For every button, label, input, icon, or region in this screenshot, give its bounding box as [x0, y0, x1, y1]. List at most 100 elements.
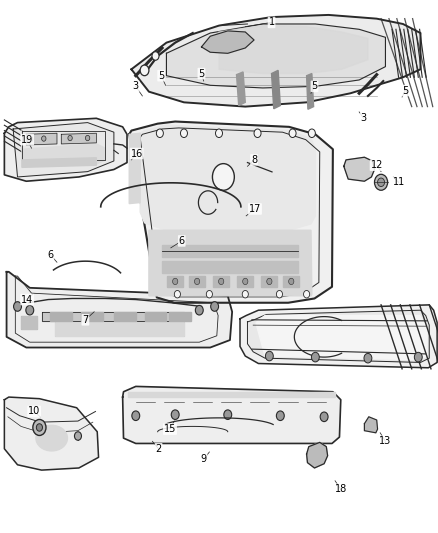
- Circle shape: [174, 290, 180, 298]
- Polygon shape: [22, 131, 105, 164]
- Text: 17: 17: [249, 204, 261, 214]
- Polygon shape: [307, 442, 328, 468]
- Polygon shape: [129, 122, 333, 303]
- Text: 19: 19: [21, 135, 33, 144]
- Circle shape: [215, 129, 223, 138]
- Polygon shape: [247, 310, 429, 362]
- Circle shape: [304, 290, 310, 298]
- Circle shape: [212, 164, 234, 190]
- Text: 12: 12: [371, 160, 383, 170]
- Polygon shape: [240, 305, 437, 368]
- Circle shape: [276, 411, 284, 421]
- Text: 16: 16: [131, 149, 143, 158]
- Ellipse shape: [36, 425, 67, 451]
- Text: 9: 9: [201, 455, 207, 464]
- Circle shape: [26, 305, 34, 315]
- Circle shape: [348, 165, 353, 171]
- Polygon shape: [167, 276, 183, 287]
- Circle shape: [42, 136, 46, 141]
- Polygon shape: [237, 72, 245, 106]
- Circle shape: [243, 278, 248, 285]
- Circle shape: [206, 290, 212, 298]
- Circle shape: [171, 410, 179, 419]
- Text: 5: 5: [158, 71, 164, 80]
- Polygon shape: [7, 272, 232, 348]
- Circle shape: [312, 449, 321, 459]
- Polygon shape: [272, 70, 280, 109]
- Circle shape: [320, 412, 328, 422]
- Circle shape: [265, 351, 273, 361]
- Text: 13: 13: [379, 437, 392, 446]
- Polygon shape: [128, 392, 335, 397]
- Circle shape: [28, 136, 33, 142]
- Text: 8: 8: [251, 155, 257, 165]
- Text: 6: 6: [47, 250, 53, 260]
- Circle shape: [219, 278, 224, 285]
- Text: 2: 2: [155, 444, 162, 454]
- Polygon shape: [237, 276, 253, 287]
- Polygon shape: [283, 276, 299, 287]
- Polygon shape: [22, 158, 96, 167]
- Circle shape: [152, 52, 159, 60]
- Polygon shape: [13, 123, 114, 177]
- Polygon shape: [219, 26, 368, 74]
- Polygon shape: [169, 312, 191, 321]
- Polygon shape: [114, 312, 136, 321]
- Circle shape: [289, 278, 294, 285]
- Circle shape: [363, 166, 368, 172]
- Circle shape: [14, 302, 21, 311]
- Polygon shape: [189, 276, 205, 287]
- Polygon shape: [166, 24, 385, 88]
- Polygon shape: [131, 15, 420, 107]
- Text: 3: 3: [133, 82, 139, 91]
- Polygon shape: [61, 133, 96, 144]
- Circle shape: [276, 290, 283, 298]
- Circle shape: [242, 290, 248, 298]
- Polygon shape: [162, 245, 298, 257]
- Circle shape: [68, 135, 72, 141]
- Text: 5: 5: [198, 69, 205, 78]
- Polygon shape: [50, 312, 72, 321]
- Polygon shape: [201, 31, 254, 53]
- Circle shape: [311, 352, 319, 362]
- Polygon shape: [145, 312, 166, 321]
- Text: 3: 3: [360, 114, 367, 123]
- Polygon shape: [4, 118, 127, 181]
- Polygon shape: [213, 276, 229, 287]
- Circle shape: [254, 129, 261, 138]
- Text: 5: 5: [311, 82, 318, 91]
- Text: 18: 18: [335, 484, 347, 494]
- Polygon shape: [162, 261, 298, 273]
- Circle shape: [85, 135, 90, 141]
- Polygon shape: [4, 397, 99, 470]
- Circle shape: [414, 352, 422, 362]
- Polygon shape: [344, 157, 374, 181]
- Text: 5: 5: [402, 86, 408, 95]
- Circle shape: [374, 174, 388, 190]
- Text: 7: 7: [82, 315, 88, 325]
- Polygon shape: [129, 133, 140, 204]
- Circle shape: [173, 278, 178, 285]
- Circle shape: [33, 419, 46, 435]
- Text: 15: 15: [164, 424, 176, 434]
- Circle shape: [364, 353, 372, 363]
- Circle shape: [74, 432, 81, 440]
- Circle shape: [180, 129, 187, 138]
- Polygon shape: [55, 322, 184, 336]
- Polygon shape: [256, 316, 427, 360]
- Circle shape: [36, 424, 42, 431]
- Polygon shape: [26, 133, 57, 145]
- Circle shape: [132, 411, 140, 421]
- Polygon shape: [364, 417, 378, 433]
- Circle shape: [211, 302, 219, 311]
- Circle shape: [308, 129, 315, 138]
- Circle shape: [378, 178, 385, 187]
- Circle shape: [140, 65, 149, 76]
- Polygon shape: [307, 74, 314, 109]
- Polygon shape: [21, 316, 37, 329]
- Text: 1: 1: [268, 18, 275, 27]
- Polygon shape: [123, 386, 341, 443]
- Text: 14: 14: [21, 295, 33, 304]
- Circle shape: [267, 278, 272, 285]
- Polygon shape: [140, 125, 315, 230]
